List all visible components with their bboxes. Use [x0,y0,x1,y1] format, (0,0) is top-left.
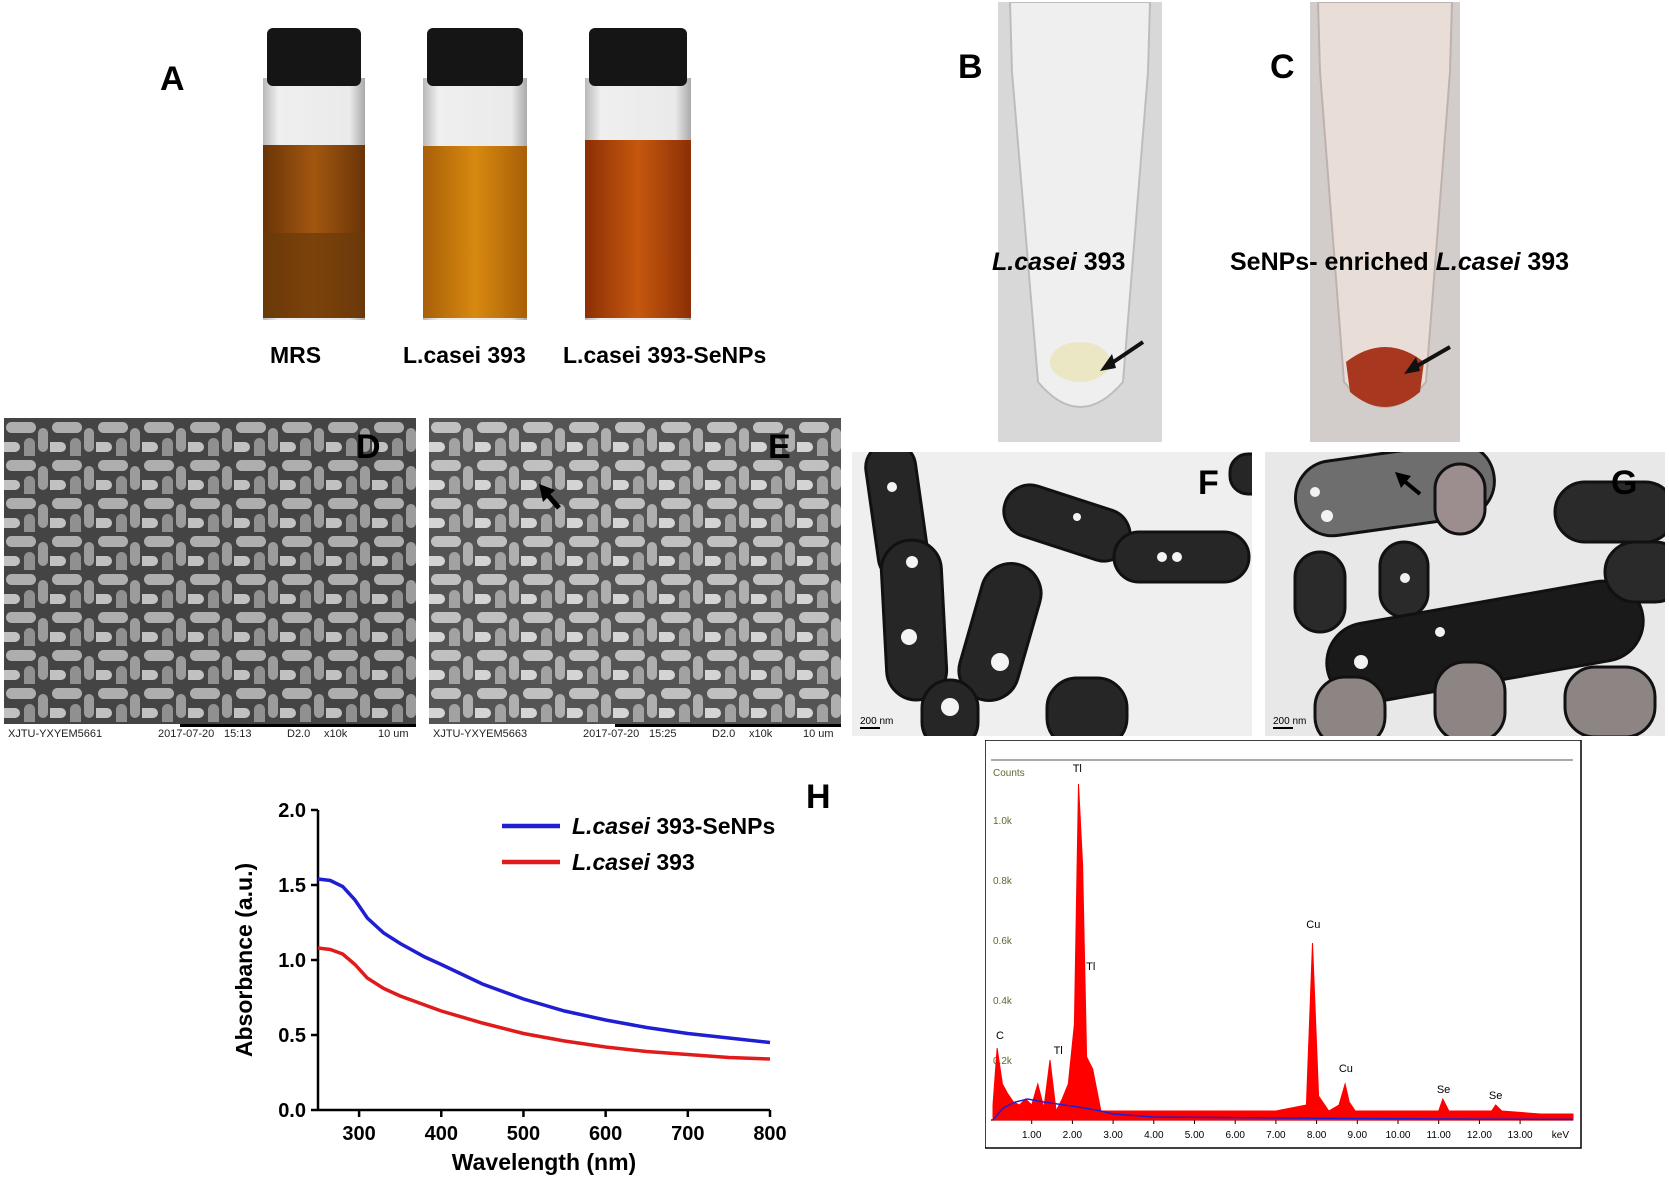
eds-y-tick-label: 0.8k [993,876,1013,887]
eds-x-tick-label: 11.00 [1427,1130,1452,1141]
vial-label-lcasei-senps: L.casei 393-SeNPs [563,342,767,368]
sem-scale-e: 10 um [803,728,834,740]
sem-id-d: XJTU-YXYEM5661 [8,728,103,740]
sem-date-e: 2017-07-20 [583,728,640,740]
eds-x-tick-label: 9.00 [1348,1130,1368,1141]
sem-date-d: 2017-07-20 [158,728,215,740]
panel-label-c: C [1270,48,1295,86]
eds-x-tick-label: 8.00 [1307,1130,1327,1141]
sem-time-e: 15:25 [649,728,677,740]
series-line-h-0 [317,877,771,1045]
eds-peak-label: Se [1437,1084,1450,1096]
sem-scalebar-e [615,724,841,727]
x-tick-label-h: 600 [589,1123,622,1145]
x-tick-label-h: 800 [753,1123,786,1145]
eds-counts-label: Counts [993,768,1025,779]
y-tick-label-h: 1.0 [278,950,306,972]
caption-c-rest: 393 [1520,248,1570,276]
tube-photo-c [1310,2,1460,442]
panel-label-e: E [768,428,791,466]
sem-mag-e: x10k [749,728,773,740]
y-tick-label-h: 1.5 [278,875,306,897]
sem-id-e: XJTU-YXYEM5663 [433,728,528,740]
tube-caption-c: SeNPs- enriched L.casei 393 [1230,248,1569,277]
eds-spectrum-fill [992,783,1574,1121]
eds-peak-label: Tl [1054,1045,1063,1057]
sem-databar-e: XJTU-YXYEM5663 2017-07-20 15:25 D2.0 x10… [429,724,841,746]
panel-label-f: F [1198,464,1219,502]
sem-time-d: 15:13 [224,728,252,740]
tem-scale-f: 200 nm [860,716,893,727]
eds-background-line [992,1098,1574,1121]
caption-b-italic: L.casei [992,248,1077,276]
eds-x-tick-label: 3.00 [1103,1130,1123,1141]
vial-lcasei [423,28,527,320]
sem-image-e [429,418,841,724]
eds-x-tick-label: 4.00 [1144,1130,1164,1141]
eds-x-tick-label: 5.00 [1185,1130,1205,1141]
tube-caption-b: L.casei 393 [992,248,1125,277]
sem-image-d [4,418,416,724]
x-tick-label-h: 700 [671,1123,704,1145]
eds-peak-label: Tl [1086,961,1095,973]
eds-y-tick-label: 0.6k [993,936,1013,947]
vial-label-mrs: MRS [270,342,322,368]
legend-label-h-1: L.casei 393 [572,849,695,875]
vial-label-lcasei: L.casei 393 [403,342,526,368]
sem-mag-d: x10k [324,728,348,740]
panel-label-h: H [806,778,831,816]
eds-y-tick-label: 0.2k [993,1056,1013,1067]
eds-x-tick-label: 7.00 [1266,1130,1286,1141]
eds-x-tick-label: 13.00 [1508,1130,1533,1141]
panel-label-d: D [356,428,381,466]
eds-peak-label: Cu [1339,1063,1353,1075]
tem-image-f: 200 nm [852,452,1252,736]
panel-label-a: A [160,60,185,98]
tube-photo-b [998,2,1162,442]
eds-x-tick-label: 12.00 [1467,1130,1492,1141]
sem-scalebar-d [180,724,416,727]
x-tick-label-h: 400 [425,1123,458,1145]
y-axis-label-h: Absorbance (a.u.) [231,863,257,1057]
uvvis-chart: 0.0 0.5 1.0 1.5 2.0 300 400 500 600 700 800 Wavelen… [231,800,787,1175]
eds-x-tick-label: 6.00 [1225,1130,1245,1141]
eds-unit-label: keV [1552,1130,1570,1141]
eds-peak-label: Cu [1306,919,1320,931]
panel-label-g: G [1611,464,1638,502]
eds-peak-label: C [996,1030,1004,1042]
tem-image-g: 200 nm [1265,452,1665,736]
vial-mrs [263,28,365,320]
sem-databar-d: XJTU-YXYEM5661 2017-07-20 15:13 D2.0 x10… [4,724,416,746]
eds-x-tick-label: 1.00 [1022,1130,1042,1141]
eds-x-tick-label: 10.00 [1385,1130,1410,1141]
sem-det-e: D2.0 [712,728,736,740]
panel-label-b: B [958,48,983,86]
sem-scale-d: 10 um [378,728,409,740]
eds-peak-label: Se [1489,1090,1502,1102]
eds-y-tick-label: 1.0k [993,816,1013,827]
x-tick-label-h: 500 [507,1123,540,1145]
caption-b-rest: 393 [1076,248,1126,276]
eds-peak-label: Tl [1073,763,1082,775]
legend-label-h-0: L.casei 393-SeNPs [572,813,775,839]
vial-lcasei-senps [585,28,691,320]
y-tick-label-h: 0.0 [278,1100,306,1122]
y-tick-label-h: 2.0 [278,800,306,822]
caption-c-italic: L.casei [1435,248,1521,276]
y-tick-label-h: 0.5 [278,1025,306,1047]
eds-x-tick-label: 2.00 [1063,1130,1083,1141]
sem-det-d: D2.0 [287,728,311,740]
tem-scale-g: 200 nm [1273,716,1306,727]
x-tick-label-h: 300 [342,1123,375,1145]
caption-c-pre: SeNPs- enriched [1230,248,1436,276]
series-line-h-1 [317,946,771,1061]
eds-y-tick-label: 0.4k [993,996,1013,1007]
x-axis-label-h: Wavelength (nm) [452,1149,636,1175]
vials-photo [263,28,691,320]
eds-spectrum: Counts 0.2k 0.4k 0.6k 0.8k 1.0k 1.00 2.00 3.00 4.… [985,740,1582,1149]
